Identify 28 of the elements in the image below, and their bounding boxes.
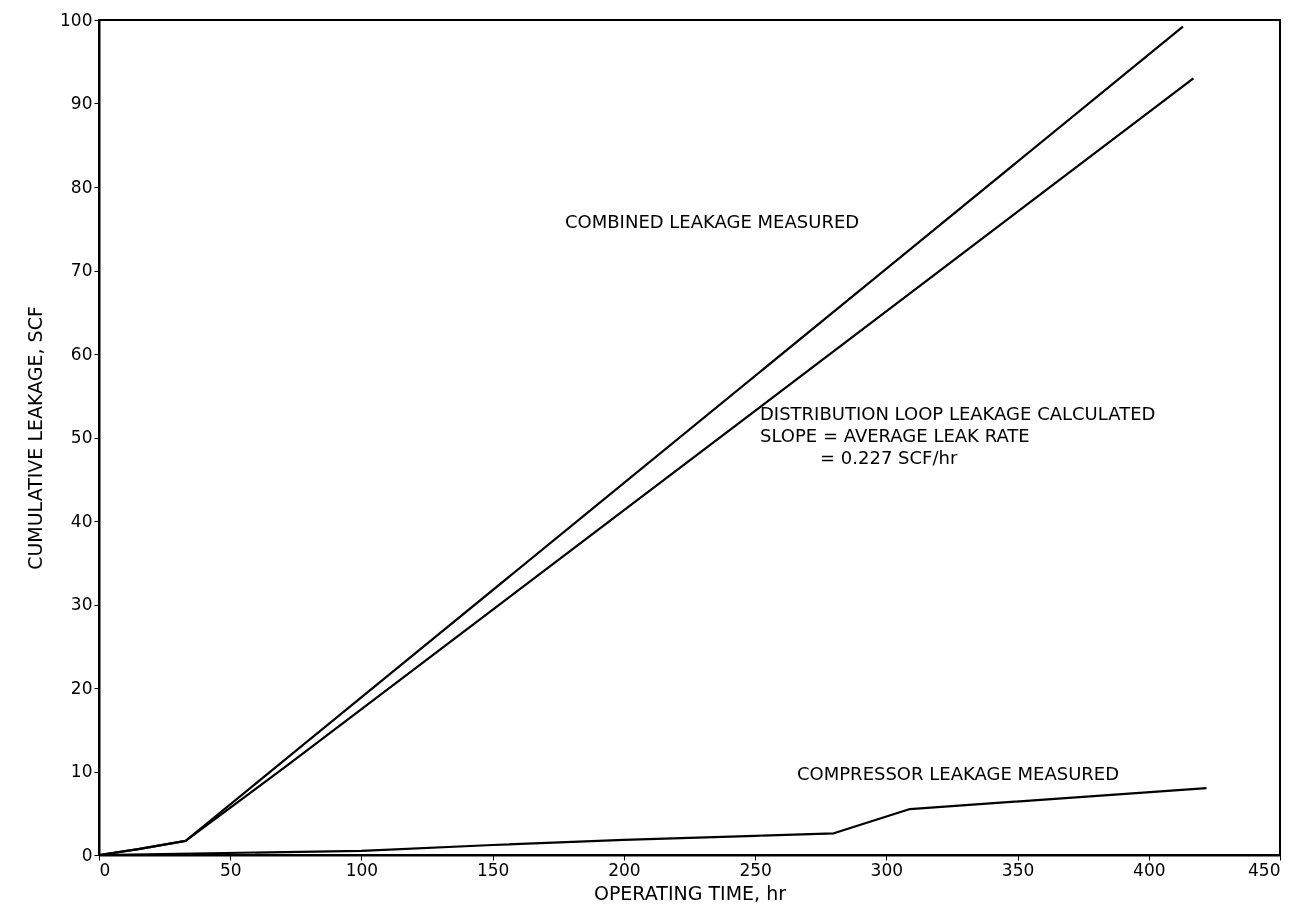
y-tick-label: 40: [70, 510, 93, 531]
annotation: SLOPE = AVERAGE LEAK RATE: [760, 425, 1030, 446]
y-tick-label: 80: [70, 176, 93, 197]
y-tick-label: 90: [70, 93, 93, 113]
y-tick-label: 20: [70, 677, 93, 698]
y-tick-label: 50: [70, 427, 93, 447]
y-tick-label: 10: [70, 761, 93, 781]
x-tick-label: 200: [608, 859, 641, 880]
y-tick-label: 60: [70, 343, 93, 364]
text: COMBINED LEAKAGE MEASURED: [565, 211, 860, 232]
y-tick-label: 0: [81, 844, 93, 865]
y-axis-title: CUMULATIVE LEAKAGE, SCF: [24, 306, 47, 570]
y-tick-label: 30: [70, 594, 93, 614]
y-tick-label: 70: [70, 260, 93, 280]
series-label: DISTRIBUTION LOOP LEAKAGE CALCULATED: [760, 403, 1156, 424]
x-tick-label: 400: [1133, 859, 1166, 880]
x-tick-label: 150: [476, 859, 510, 880]
x-tick-label: 300: [870, 859, 904, 880]
x-tick-label: 350: [1001, 859, 1035, 880]
x-tick-label: 0: [99, 859, 111, 880]
x-tick-label: 50: [219, 859, 242, 880]
x-tick-label: 250: [739, 859, 772, 880]
series-label: COMPRESSOR LEAKAGE MEASURED: [797, 763, 1120, 784]
y-tick-label: 100: [60, 9, 93, 30]
x-axis-title: OPERATING TIME, hr: [593, 881, 787, 904]
x-tick-label: 450: [1248, 859, 1281, 880]
annotation: = 0.227 SCF/hr: [820, 447, 958, 468]
x-tick-label: 100: [345, 859, 379, 880]
